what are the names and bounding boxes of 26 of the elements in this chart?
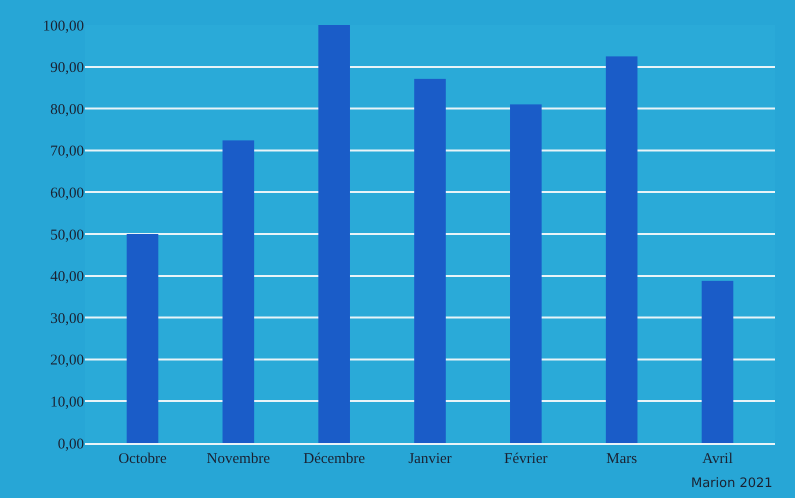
x-tick-label: Janvier [408,451,452,467]
bar [510,104,542,443]
x-tick-label: Octobre [118,451,167,467]
y-tick-label: 50,00 [50,227,84,244]
y-tick-label: 10,00 [50,394,84,410]
bar [222,140,254,443]
y-tick-label: 60,00 [50,185,84,202]
y-tick-label: 80,00 [50,102,84,118]
text: Marion 2021 [691,476,773,491]
y-tick-label: 30,00 [50,310,84,327]
y-tick-label: 40,00 [50,269,84,286]
y-tick-label: 90,00 [50,60,84,76]
bar [702,280,734,443]
x-tick-label: Mars [606,451,638,467]
x-tick-label: Novembre [206,451,270,467]
bar [414,78,446,443]
bar [318,25,350,443]
y-tick-label: 20,00 [50,352,84,369]
x-tick-label: Décembre [303,451,366,467]
x-tick-label: Avril [702,451,733,467]
y-tick-label: 0,00 [58,436,84,452]
y-tick-label: 70,00 [50,144,84,160]
x-tick-label: Février [504,451,548,467]
bar [606,56,638,443]
bar [126,234,158,443]
y-tick-label: 100,00 [42,18,84,34]
